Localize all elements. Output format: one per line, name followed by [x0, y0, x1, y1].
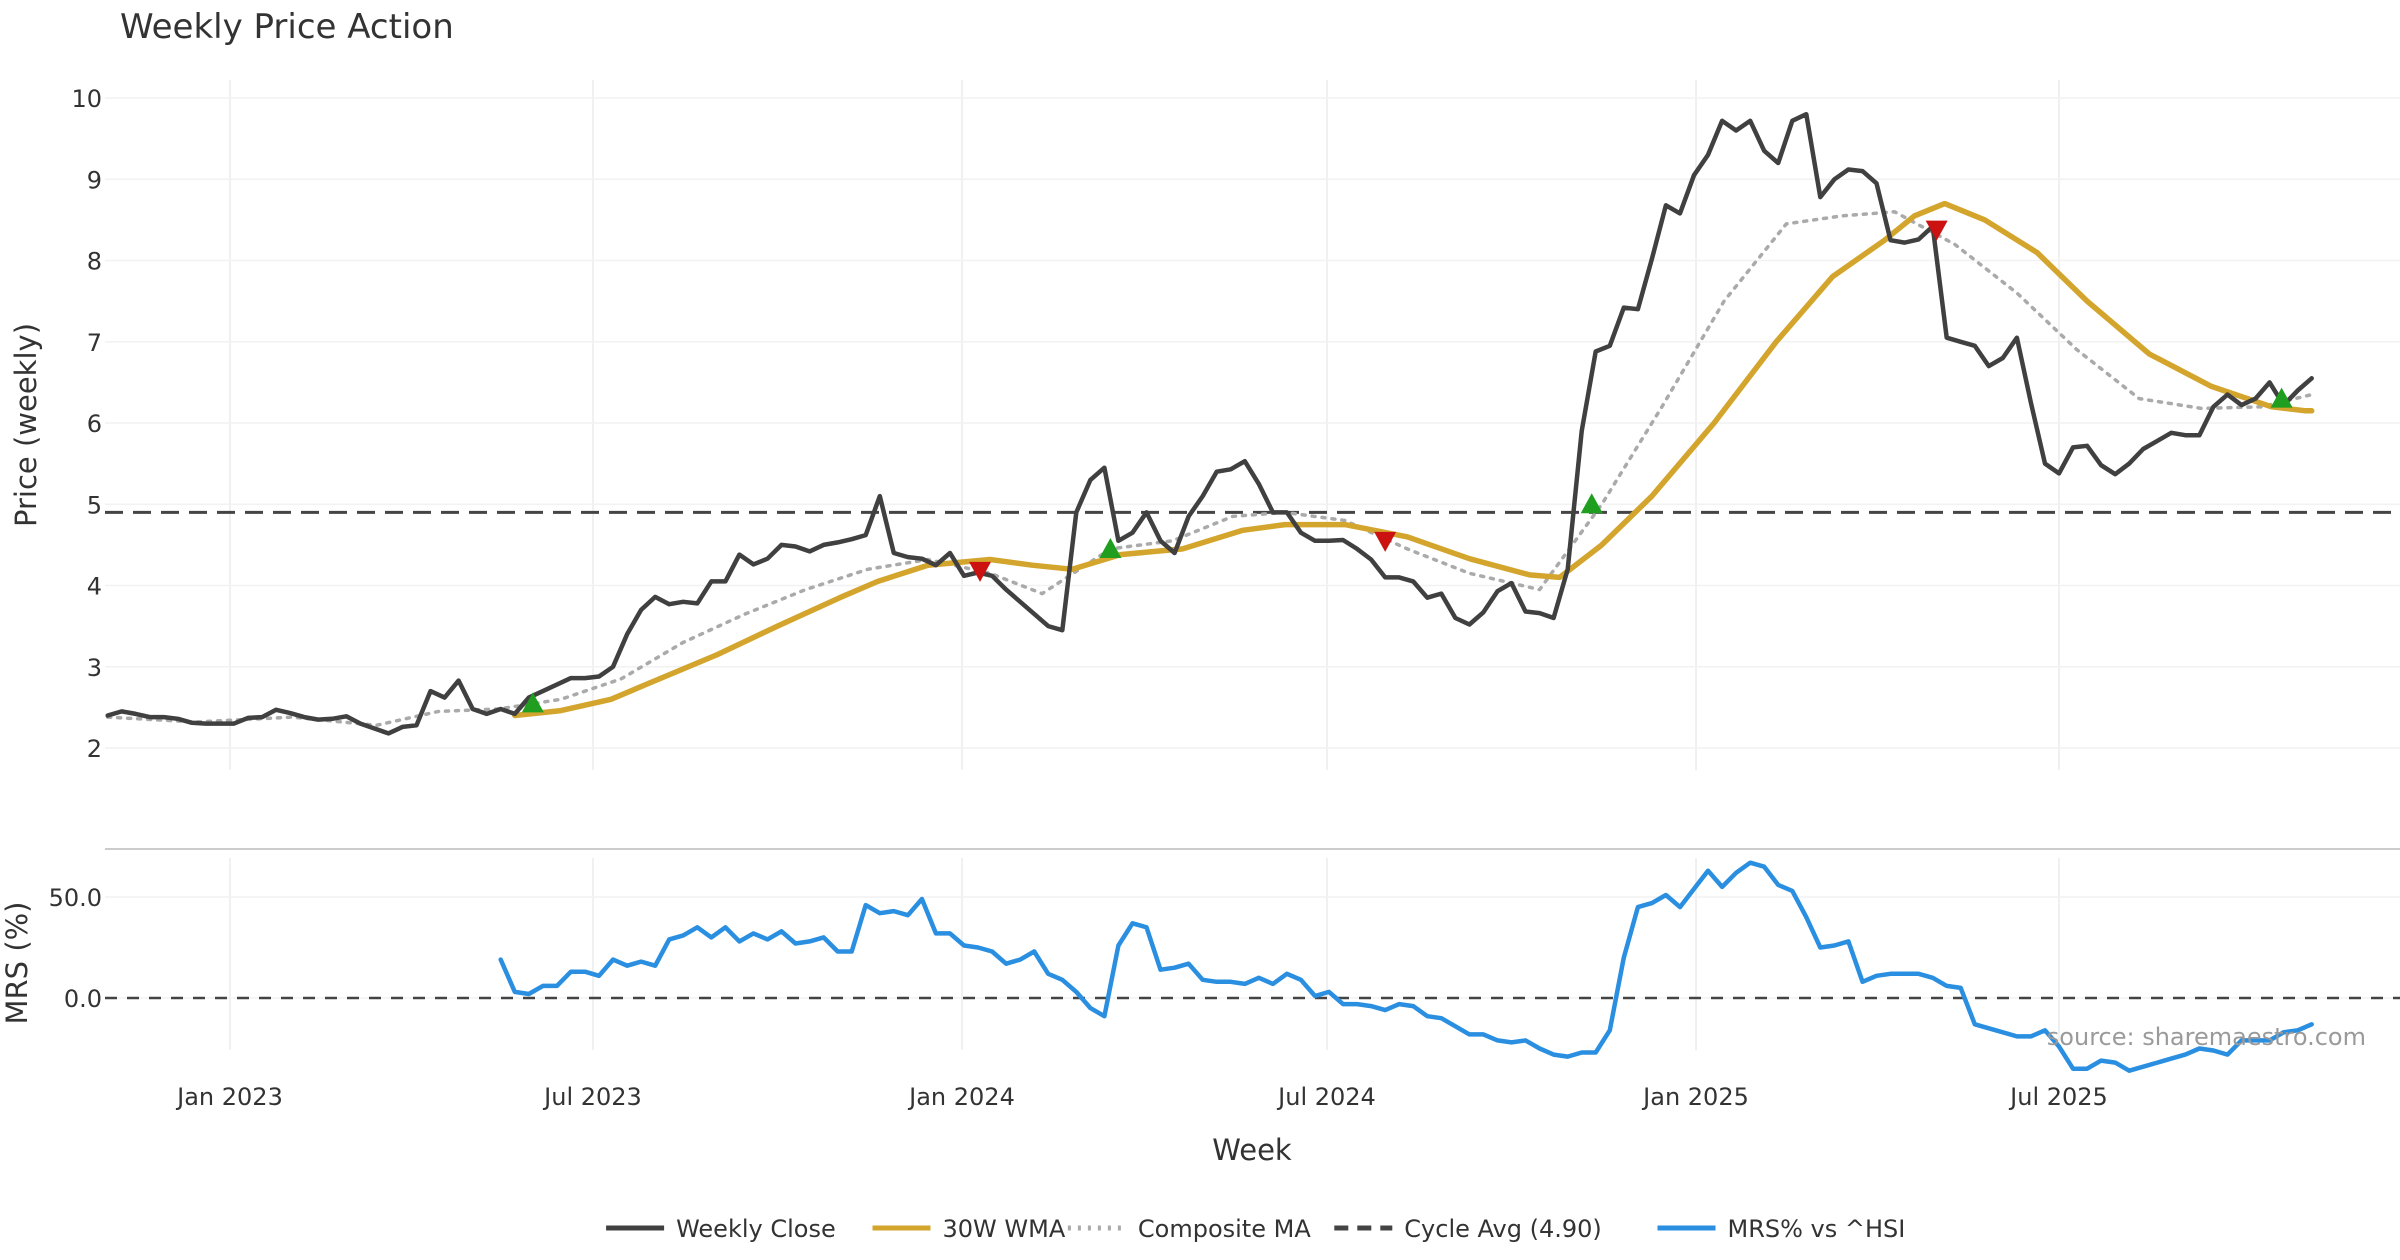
price-grid	[105, 80, 2400, 770]
buy-signal-marker	[1580, 493, 1603, 514]
mrs-y-ticks: 50.0 0.0	[49, 884, 102, 1013]
x-tick-label: Jan 2025	[1641, 1083, 1749, 1111]
x-tick-label: Jul 2024	[1276, 1083, 1376, 1111]
legend-label: Composite MA	[1138, 1215, 1311, 1243]
legend-item: Composite MA	[1067, 1215, 1311, 1243]
x-tick-label: Jan 2023	[175, 1083, 283, 1111]
x-tick-label: Jan 2024	[907, 1083, 1015, 1111]
price-y-tick-label: 7	[87, 329, 102, 357]
legend-label: Cycle Avg (4.90)	[1404, 1215, 1601, 1243]
source-note: source: sharemaestro.com	[2047, 1023, 2366, 1051]
price-y-tick-label: 5	[87, 491, 102, 519]
price-y-tick-label: 2	[87, 735, 102, 763]
sell-signal-marker	[1374, 531, 1397, 552]
mrs-y-axis-label: MRS (%)	[0, 902, 34, 1025]
price-y-tick-label: 10	[71, 85, 102, 113]
price-y-ticks: 2 3 4 5 6 7 8 9 10	[71, 85, 102, 763]
mrs-y-tick-label: 50.0	[49, 884, 102, 912]
series-line-mrs	[498, 860, 2314, 1073]
sell-signal-marker	[1925, 220, 1948, 241]
series-line-30w-wma	[512, 200, 2315, 719]
signal-markers	[521, 220, 2293, 713]
buy-signal-marker	[1099, 537, 1122, 558]
x-tick-label: Jul 2025	[2008, 1083, 2108, 1111]
series-line-weekly-close	[105, 111, 2314, 736]
x-tick-label: Jul 2023	[542, 1083, 642, 1111]
buy-signal-marker	[521, 692, 544, 713]
price-y-tick-label: 3	[87, 654, 102, 682]
price-y-tick-label: 8	[87, 248, 102, 276]
legend-item: Cycle Avg (4.90)	[1334, 1215, 1602, 1243]
buy-signal-marker	[2270, 387, 2293, 408]
price-y-tick-label: 9	[87, 166, 102, 194]
mrs-series	[498, 860, 2314, 1073]
x-axis-label: Week	[1212, 1133, 1292, 1167]
price-y-tick-label: 6	[87, 410, 102, 438]
legend-item: Weekly Close	[606, 1215, 836, 1243]
legend-label: 30W WMA	[943, 1215, 1066, 1243]
mrs-grid	[105, 858, 2400, 1050]
legend-item: 30W WMA	[872, 1215, 1066, 1243]
price-y-axis-label: Price (weekly)	[9, 323, 43, 527]
sell-signal-marker	[969, 561, 992, 582]
legend: Weekly Close 30W WMA Composite MA Cycle Avg…	[606, 1215, 1905, 1243]
legend-item: MRS% vs ^HSI	[1657, 1215, 1906, 1243]
series-line-composite-ma	[105, 210, 2314, 728]
price-series	[105, 111, 2315, 736]
mrs-y-tick-label: 0.0	[64, 985, 102, 1013]
price-y-tick-label: 4	[87, 573, 102, 601]
x-ticks: Jan 2023 Jul 2023 Jan 2024 Jul 2024 Jan 2025…	[175, 1083, 2108, 1111]
legend-label: Weekly Close	[676, 1215, 836, 1243]
chart-title: Weekly Price Action	[120, 7, 454, 47]
legend-label: MRS% vs ^HSI	[1728, 1215, 1906, 1243]
